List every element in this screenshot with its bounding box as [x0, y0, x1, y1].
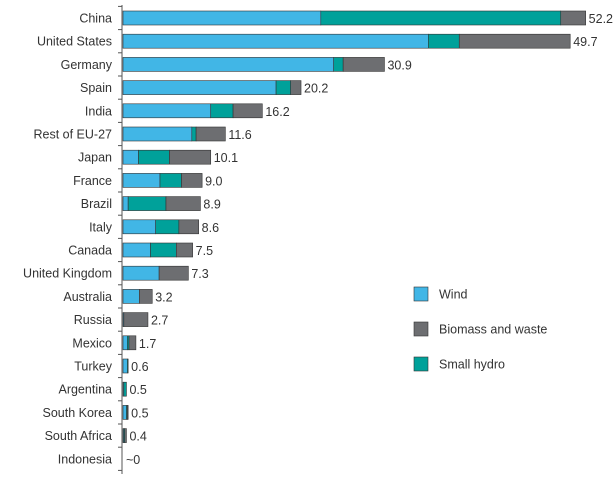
value-label: 0.4	[129, 430, 146, 444]
bar-segment-small-hydro	[127, 196, 167, 211]
bar-segment-small-hydro	[150, 242, 177, 258]
category-label: Brazil	[81, 197, 112, 211]
bar-segment-biomass-and-waste	[158, 265, 189, 281]
bar-segment-small-hydro	[333, 57, 344, 72]
legend-swatch-small-hydro	[413, 356, 429, 372]
bar-segment-biomass-and-waste	[181, 173, 203, 188]
bar-segment-small-hydro	[127, 358, 129, 374]
category-label: Rest of EU-27	[33, 128, 112, 142]
value-labels: 52.2 49.7 30.9 20.2 16.2 11.6 10.1 9.0 8.9 8.6 7.5…	[126, 12, 613, 467]
bar-segment-biomass-and-waste	[560, 10, 586, 26]
legend-label: Small hydro	[439, 358, 505, 372]
bar-segment-wind	[122, 33, 429, 49]
value-label: 9.0	[205, 174, 222, 188]
value-label: 0.5	[131, 406, 148, 420]
category-label: Australia	[63, 290, 112, 304]
category-label: France	[73, 174, 112, 188]
category-label: South Korea	[43, 406, 113, 420]
category-label: United States	[37, 35, 112, 49]
value-label: 0.6	[131, 360, 148, 374]
category-label: Russia	[74, 313, 112, 327]
bar-segment-small-hydro	[123, 381, 127, 397]
category-label: China	[79, 12, 112, 26]
bar-segment-small-hydro	[155, 219, 180, 235]
category-label: South Africa	[45, 429, 112, 443]
bar-segment-wind	[122, 126, 193, 142]
value-label: ~0	[126, 453, 140, 467]
bar-segment-small-hydro	[320, 10, 562, 26]
bar-segment-small-hydro	[210, 103, 234, 119]
category-label: Italy	[89, 220, 113, 234]
category-label: United Kingdom	[23, 267, 112, 281]
bar-segment-biomass-and-waste	[169, 149, 212, 165]
bar-segment-biomass-and-waste	[342, 57, 385, 72]
value-label: 8.6	[202, 221, 219, 235]
bar-segment-biomass-and-waste	[128, 335, 137, 351]
legend-swatch-biomass-and-waste	[413, 321, 429, 337]
bar-segment-biomass-and-waste	[139, 289, 153, 304]
bar-segment-biomass-and-waste	[127, 405, 129, 420]
category-label: Mexico	[72, 336, 112, 350]
bar-segment-biomass-and-waste	[165, 196, 201, 211]
bar-segment-wind	[122, 57, 334, 72]
value-label: 20.2	[304, 82, 328, 96]
legend: Wind Biomass and waste Small hydro	[413, 286, 547, 372]
value-label: 30.9	[387, 58, 411, 72]
bar-segment-wind	[122, 196, 129, 211]
category-label: Spain	[80, 81, 112, 95]
category-label: Turkey	[74, 360, 112, 374]
value-label: 1.7	[139, 337, 156, 351]
bar-segment-small-hydro	[138, 149, 170, 165]
bar-segment-wind	[122, 219, 156, 235]
bar-segment-small-hydro	[275, 80, 291, 95]
category-label: Canada	[68, 244, 112, 258]
bar-segment-wind	[122, 289, 140, 304]
value-label: 52.2	[589, 12, 613, 26]
bar-segment-wind	[122, 242, 151, 258]
category-label: India	[85, 104, 112, 118]
bar-segment-wind	[122, 335, 128, 351]
value-label: 49.7	[573, 35, 597, 49]
bar-segment-biomass-and-waste	[458, 33, 571, 49]
category-ticks	[118, 5, 122, 471]
bar-segment-wind	[122, 149, 139, 165]
bar-segment-wind	[122, 265, 160, 281]
bar-segment-biomass-and-waste	[176, 242, 193, 258]
bar-segment-biomass-and-waste	[232, 103, 263, 119]
bar-segment-wind	[122, 80, 277, 95]
value-label: 11.6	[228, 128, 251, 142]
category-labels: China United States Germany Spain India Rest …	[23, 12, 113, 467]
bar-segment-small-hydro	[159, 173, 182, 188]
value-label: 7.3	[191, 267, 208, 281]
bar-segment-wind	[122, 405, 127, 420]
bar-segment-biomass-and-waste	[195, 126, 226, 142]
bar-segment-biomass-and-waste	[124, 428, 127, 443]
bar-segment-small-hydro	[191, 126, 197, 142]
bar-segment-biomass-and-waste	[290, 80, 302, 95]
value-label: 0.5	[129, 383, 146, 397]
legend-swatch-wind	[413, 286, 429, 302]
value-label: 10.1	[214, 151, 238, 165]
category-label: Argentina	[58, 383, 112, 397]
category-label: Germany	[61, 58, 113, 72]
value-label: 7.5	[196, 244, 213, 258]
bar-segment-wind	[122, 10, 322, 26]
category-label: Japan	[78, 151, 112, 165]
bar-segment-biomass-and-waste	[178, 219, 199, 235]
value-label: 16.2	[265, 105, 289, 119]
value-label: 2.7	[151, 314, 168, 328]
bar-segment-small-hydro	[427, 33, 460, 49]
bar-segment-biomass-and-waste	[123, 312, 149, 327]
bar-segment-wind	[122, 103, 212, 119]
bar-group	[122, 10, 586, 443]
legend-label: Wind	[439, 288, 468, 302]
bar-segment-wind	[122, 358, 128, 374]
category-label: Indonesia	[58, 452, 112, 466]
value-label: 8.9	[203, 198, 220, 212]
legend-label: Biomass and waste	[439, 323, 547, 337]
bar-segment-wind	[122, 173, 161, 188]
value-label: 3.2	[155, 290, 172, 304]
